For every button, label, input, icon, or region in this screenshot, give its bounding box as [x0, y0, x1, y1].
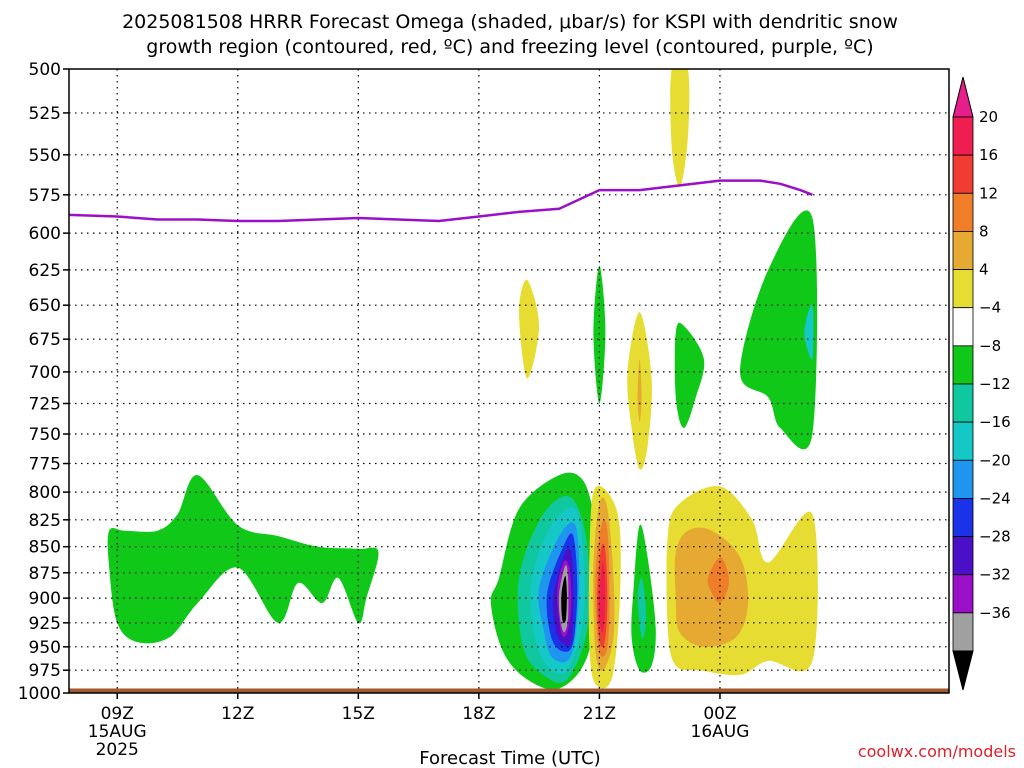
x-tick-label: 15Z [342, 704, 375, 724]
freezing-level-line [68, 179, 813, 223]
omega-region-2 [804, 304, 814, 360]
freezing-level-layer [68, 179, 813, 223]
x-tick-label: 18Z [462, 704, 495, 724]
chart-title-line-2: growth region (contoured, red, ºC) and f… [146, 36, 873, 58]
colorbar-segment [952, 536, 974, 576]
colorbar-label: −16 [979, 413, 1011, 431]
y-tick-label: 550 [29, 146, 61, 166]
colorbar-segment [952, 498, 974, 537]
plot-frame [68, 68, 950, 694]
colorbar-segment [952, 459, 974, 499]
colorbar-segment [952, 421, 974, 461]
y-tick-label: 775 [29, 455, 61, 475]
colorbar-label: −36 [979, 604, 1011, 622]
x-tick-label: 09Z [101, 704, 134, 724]
y-tick-label: 650 [29, 296, 61, 316]
omega-region-3 [519, 279, 540, 379]
colorbar-label: 12 [979, 184, 998, 202]
y-axis: 500 525 550 575 600 625 650 675 700 725 750 775 800 8… [18, 60, 69, 704]
colorbar-segment [952, 116, 974, 156]
x-axis-label: Forecast Time (UTC) [419, 748, 600, 768]
y-tick-label: 900 [29, 589, 61, 609]
chart-title-line-1: 2025081508 HRRR Forecast Omega (shaded, … [122, 11, 898, 33]
x-tick-label: 00Z [703, 704, 736, 724]
omega-region-7 [674, 322, 705, 428]
colorbar: 20 16 12 8 4 −4 −8 −12 −16 −20 −24 −28 −32 −36 [952, 76, 1011, 691]
colorbar-segment [952, 612, 974, 652]
omega-region-22 [599, 561, 606, 633]
x-tick-year-label: 2025 [96, 740, 139, 760]
colorbar-label: −8 [979, 337, 1001, 355]
colorbar-low-arrow [952, 650, 974, 691]
colorbar-label: −24 [979, 489, 1011, 507]
y-tick-label: 700 [29, 363, 61, 383]
grid-layer [69, 69, 949, 693]
surface-terrain [69, 688, 949, 693]
colorbar-segment [952, 383, 974, 423]
colorbar-label: −28 [979, 528, 1011, 546]
y-tick-label: 850 [29, 538, 61, 558]
colorbar-label: 8 [979, 222, 989, 240]
colorbar-segment [952, 154, 974, 194]
colorbar-segment [952, 345, 974, 385]
y-tick-label: 800 [29, 483, 61, 503]
y-tick-label: 600 [29, 224, 61, 244]
omega-region-17 [561, 575, 567, 624]
omega-region-27 [707, 557, 729, 604]
colorbar-label: −12 [979, 375, 1011, 393]
x-tick-date-label: 15AUG [88, 722, 147, 742]
omega-region-1 [740, 210, 818, 450]
y-tick-label: 875 [29, 564, 61, 584]
surface-terrain-layer [69, 688, 949, 693]
y-tick-label: 575 [29, 186, 61, 206]
y-tick-label: 750 [29, 425, 61, 445]
omega-region-6 [637, 359, 642, 422]
colorbar-segment [952, 574, 974, 614]
x-tick-date-label: 16AUG [691, 722, 750, 742]
omega-region-8 [107, 475, 379, 644]
y-tick-label: 725 [29, 394, 61, 414]
colorbar-segment [952, 192, 974, 232]
colorbar-label: 20 [979, 108, 998, 126]
x-tick-label: 21Z [583, 704, 616, 724]
x-tick-label: 12Z [221, 704, 254, 724]
colorbar-label: −4 [979, 299, 1001, 317]
y-tick-label: 950 [29, 638, 61, 658]
colorbar-segment [952, 269, 974, 309]
colorbar-high-arrow [952, 76, 974, 118]
y-tick-label: 825 [29, 511, 61, 531]
omega-shading-layer [107, 69, 818, 690]
y-tick-label: 1000 [18, 684, 61, 704]
y-tick-label: 525 [29, 104, 61, 124]
colorbar-label: 4 [979, 261, 989, 279]
omega-region-4 [593, 265, 606, 404]
colorbar-label: −20 [979, 451, 1011, 469]
colorbar-label: 16 [979, 146, 998, 164]
credit-text[interactable]: coolwx.com/models [858, 742, 1016, 761]
y-tick-label: 675 [29, 330, 61, 350]
colorbar-segment [952, 307, 974, 347]
y-tick-label: 925 [29, 614, 61, 634]
omega-region-24 [637, 577, 647, 639]
y-tick-label: 625 [29, 261, 61, 281]
colorbar-label: −32 [979, 566, 1011, 584]
y-tick-label: 500 [29, 60, 61, 80]
colorbar-segment [952, 231, 974, 270]
omega-region-0 [670, 69, 690, 188]
y-tick-label: 975 [29, 661, 61, 681]
